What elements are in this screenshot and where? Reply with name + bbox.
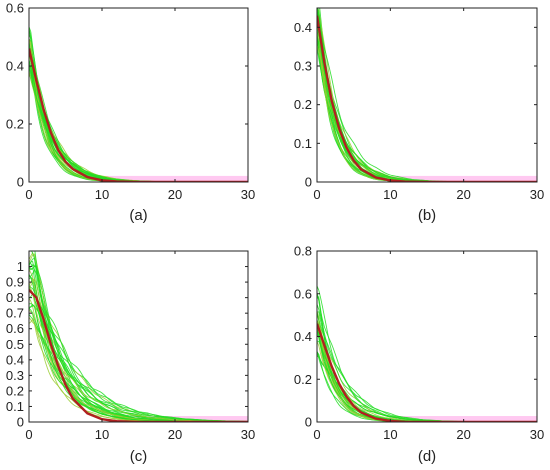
tail-band	[102, 175, 248, 182]
chart-panel: 0 10 20 30 0 0.2 0.4 0.6 (a)	[6, 1, 255, 225]
y-tick-label: 0.7	[6, 306, 24, 321]
sample-curve	[29, 252, 248, 422]
x-tick-label: 0	[25, 427, 32, 442]
panel-label: (a)	[129, 207, 147, 224]
y-tick-label: 0	[17, 415, 24, 430]
sample-curve	[29, 308, 248, 422]
y-tick-label: 0.5	[6, 337, 24, 352]
y-tick-label: 0.2	[6, 117, 24, 132]
chart-panel: 0 10 20 30 00.10.20.30.40.50.60.70.80.91 (c)	[6, 250, 255, 465]
x-tick-label: 30	[530, 187, 544, 202]
plot-area	[317, 8, 537, 182]
y-tick-label: 0.1	[6, 399, 24, 414]
axes-frame	[316, 7, 538, 183]
x-tick-label: 0	[313, 427, 320, 442]
y-tick-label: 0.9	[6, 275, 24, 290]
axes-frame	[28, 250, 249, 423]
y-tick-label: 0.2	[294, 372, 312, 387]
sample-curve	[317, 35, 537, 182]
y-tick-label: 0.4	[6, 352, 24, 367]
plot-area	[29, 26, 248, 182]
x-tick-label: 10	[383, 187, 397, 202]
x-tick-label: 10	[95, 427, 109, 442]
sample-curve	[317, 31, 537, 182]
y-tick-label: 0.4	[6, 59, 24, 74]
x-tick-label: 30	[530, 427, 544, 442]
y-tick-label: 0	[305, 175, 312, 190]
x-tick-label: 30	[241, 187, 255, 202]
sample-curve	[29, 284, 248, 422]
x-tick-label: 0	[313, 187, 320, 202]
sample-curve	[317, 32, 537, 182]
sample-curve	[29, 40, 248, 182]
sample-curve	[29, 274, 248, 422]
sample-curve	[29, 257, 248, 422]
panel-label: (d)	[418, 448, 436, 465]
sample-curve	[317, 332, 537, 422]
y-tick-label: 0.3	[6, 368, 24, 383]
y-tick-label: 0.4	[294, 329, 312, 344]
sample-curve	[29, 264, 248, 422]
sample-curve	[29, 309, 248, 422]
mean-curve	[317, 15, 537, 182]
panel-label: (c)	[130, 448, 148, 465]
tail-band	[390, 175, 537, 182]
mean-curve	[29, 289, 248, 422]
panel-label: (b)	[418, 207, 436, 224]
x-tick-label: 20	[456, 187, 470, 202]
sample-curve	[317, 311, 537, 422]
sample-curve	[29, 292, 248, 422]
chart-panel: 0 10 20 30 0 0.2 0.4 0.6 0.8 (d)	[294, 244, 544, 466]
y-tick-label: 1	[17, 259, 24, 274]
plot-area	[29, 251, 248, 422]
sample-curve	[317, 31, 537, 182]
chart-panel: 0 10 20 30 0 0.1 0.2 0.3 0.4 (b)	[294, 7, 544, 224]
x-tick-label: 20	[456, 427, 470, 442]
sample-curve	[29, 253, 248, 422]
y-tick-label: 0.2	[6, 383, 24, 398]
x-tick-label: 10	[95, 187, 109, 202]
sample-curve	[29, 273, 248, 422]
y-tick-label: 0.8	[6, 290, 24, 305]
sample-curve	[34, 251, 248, 422]
x-tick-label: 20	[168, 187, 182, 202]
x-tick-label: 0	[25, 187, 32, 202]
sample-curve	[29, 260, 248, 422]
y-tick-label: 0.8	[294, 244, 312, 259]
mean-curve	[317, 323, 537, 422]
axes-frame	[316, 250, 538, 423]
plot-area	[317, 285, 537, 422]
sample-curve	[317, 312, 537, 422]
x-tick-label: 20	[168, 427, 182, 442]
sample-curve	[29, 278, 248, 422]
y-tick-label: 0	[17, 175, 24, 190]
sample-curve	[29, 278, 248, 422]
axes-frame	[28, 7, 249, 183]
mean-curve	[29, 48, 248, 182]
sample-curve	[31, 251, 248, 422]
y-tick-label: 0.6	[6, 1, 24, 16]
y-tick-label: 0.1	[294, 136, 312, 151]
y-tick-label: 0	[305, 415, 312, 430]
sample-curve	[317, 311, 537, 422]
x-tick-label: 10	[383, 427, 397, 442]
y-tick-label: 0.4	[294, 20, 312, 35]
x-tick-label: 30	[241, 427, 255, 442]
y-tick-label: 0.3	[294, 59, 312, 74]
sample-curve	[317, 30, 537, 182]
y-tick-label: 0.6	[6, 321, 24, 336]
y-tick-label: 0.2	[294, 97, 312, 112]
y-tick-label: 0.6	[294, 286, 312, 301]
